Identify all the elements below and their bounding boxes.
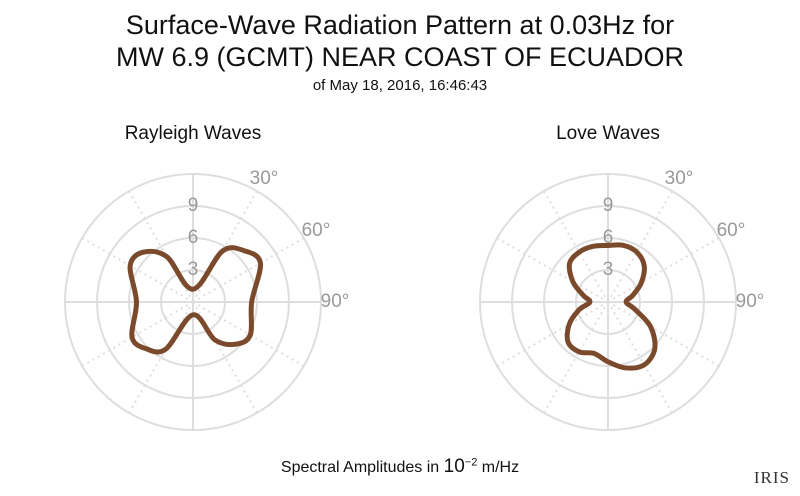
angular-tick-label: 30° — [665, 168, 694, 189]
panel-title-love: Love Waves — [556, 123, 660, 144]
polar-panel-rayleigh: 3 6 9 30° 60° 90° — [64, 168, 350, 431]
caption-suffix: m/Hz — [477, 459, 520, 476]
caption-exponent: −2 — [464, 456, 478, 469]
amplitude-units-caption: Spectral Amplitudes in 10−2 m/Hz — [0, 456, 800, 478]
radial-tick-label: 9 — [188, 195, 199, 216]
chart-title-line2: MW 6.9 (GCMT) NEAR COAST OF ECUADOR — [115, 42, 685, 72]
radial-tick-label: 6 — [603, 227, 614, 248]
iris-logo: IRIS — [753, 468, 790, 487]
caption-base: 10 — [443, 456, 465, 477]
radial-tick-label: 6 — [188, 227, 199, 248]
radial-tick-label: 3 — [603, 259, 614, 280]
chart-title-line1: Surface-Wave Radiation Pattern at 0.03Hz… — [125, 10, 675, 40]
angular-tick-label: 90° — [321, 291, 350, 312]
angular-tick-label: 60° — [717, 220, 746, 241]
angular-tick-label: 90° — [736, 291, 765, 312]
radial-tick-label: 3 — [188, 259, 199, 280]
chart-subtitle: of May 18, 2016, 16:46:43 — [312, 77, 488, 94]
polar-panel-love: 3 6 9 30° 60° 90° — [479, 168, 765, 431]
angular-tick-label: 60° — [302, 220, 331, 241]
angular-tick-label: 30° — [250, 168, 279, 189]
radiation-pattern-line — [127, 245, 263, 355]
radiation-pattern-line — [564, 242, 658, 371]
radial-tick-label: 9 — [603, 195, 614, 216]
panel-title-rayleigh: Rayleigh Waves — [125, 123, 262, 144]
caption-prefix: Spectral Amplitudes in — [280, 459, 444, 476]
